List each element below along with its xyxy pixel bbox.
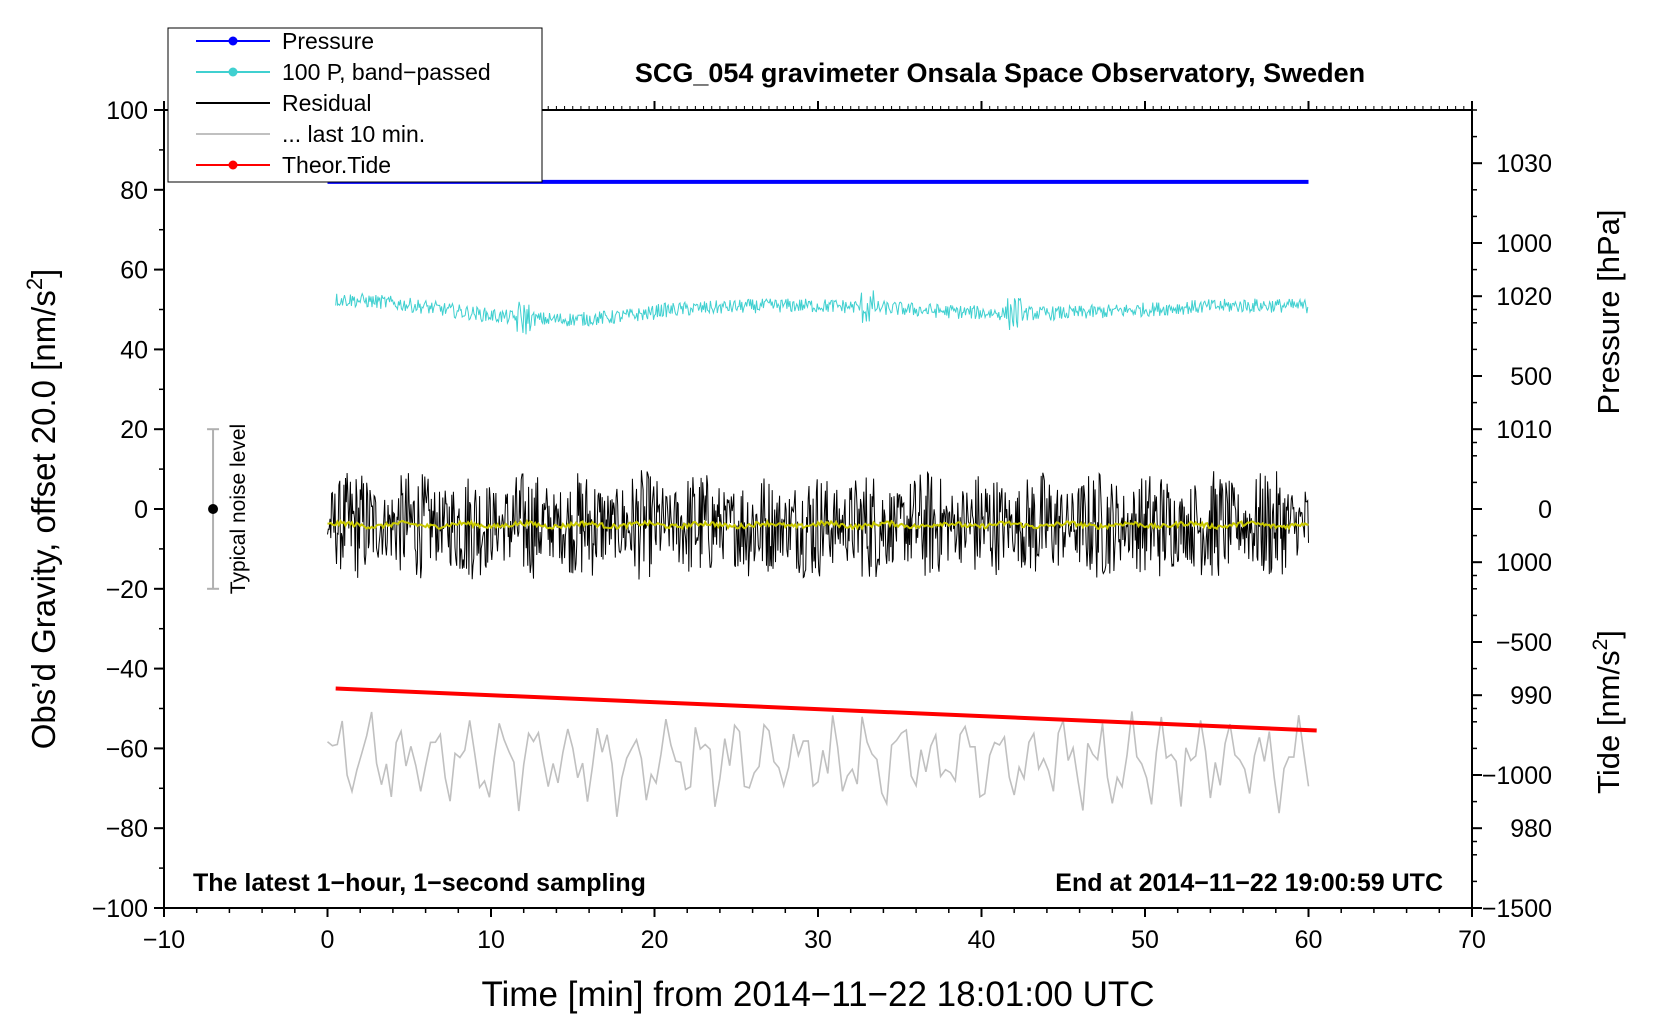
x-tick-label: 20 [641, 926, 669, 954]
series-residual-smoothed [327, 518, 1309, 531]
legend-marker [228, 67, 238, 77]
axis-ticks: −10 0 10 20 30 40 50 60 70100806040200−20−40−60−… [92, 97, 1552, 954]
y-tick-label: −100 [92, 895, 148, 923]
pressure-tick-label: 980 [1510, 815, 1552, 843]
x-axis-label: Time [min] from 2014−11−22 18:01:00 UTC [481, 975, 1154, 1014]
y-tick-label: 100 [106, 97, 148, 125]
y-axis-label-pressure: Pressure [hPa] [1591, 209, 1626, 414]
tide-tick-label: −500 [1496, 629, 1552, 657]
y-tick-label: 40 [120, 336, 148, 364]
annotation-sampling: The latest 1−hour, 1−second sampling [193, 869, 646, 897]
x-tick-label: 30 [804, 926, 832, 954]
legend-label: Pressure [282, 28, 374, 54]
legend-box [167, 27, 543, 183]
legend-marker [228, 36, 238, 46]
legend-label: Residual [282, 90, 372, 116]
y-axis-label-tide: Tide [nm/s2] [1589, 630, 1626, 794]
y-tick-label: −40 [106, 656, 148, 684]
pressure-tick-label: 1020 [1496, 283, 1552, 311]
x-tick-label: −10 [143, 926, 185, 954]
y-tick-label: 0 [134, 496, 148, 524]
series-residual [327, 470, 1309, 580]
y-axis-label-left: Obs’d Gravity, offset 20.0 [nm/s2] [22, 269, 62, 750]
y-tick-label: −20 [106, 576, 148, 604]
tide-tick-label: 1000 [1496, 230, 1552, 258]
tide-tick-label: 0 [1538, 496, 1552, 524]
series-last-10-min [327, 711, 1310, 817]
noise-label: Typical noise level [227, 424, 250, 594]
legend-label: 100 P, band−passed [282, 59, 491, 85]
pressure-tick-label: 990 [1510, 682, 1552, 710]
legend-label: ... last 10 min. [282, 121, 425, 147]
y-tick-label: 20 [120, 416, 148, 444]
legend: Pressure 100 P, band−passed Residual ... la… [167, 27, 543, 183]
y-tick-label: 80 [120, 177, 148, 205]
noise-indicator: Typical noise level [207, 424, 250, 594]
y-tick-label: −60 [106, 735, 148, 763]
annotation-end-time: End at 2014−11−22 19:00:59 UTC [1055, 869, 1443, 897]
pressure-tick-label: 1030 [1496, 150, 1552, 178]
legend-label: Theor.Tide [282, 152, 391, 178]
x-tick-label: 40 [968, 926, 996, 954]
tide-tick-label: −1000 [1482, 762, 1552, 790]
pressure-tick-label: 1010 [1496, 416, 1552, 444]
data-series [327, 179, 1317, 817]
series-theor-tide [335, 686, 1317, 733]
x-tick-label: 70 [1458, 926, 1486, 954]
x-tick-label: 10 [477, 926, 505, 954]
series-band-passed-pressure [335, 290, 1309, 335]
x-tick-label: 60 [1295, 926, 1323, 954]
chart-title: SCG_054 gravimeter Onsala Space Observat… [635, 58, 1365, 88]
tide-tick-label: −1500 [1482, 895, 1552, 923]
legend-marker [228, 160, 238, 170]
pressure-tick-label: 1000 [1496, 549, 1552, 577]
y-tick-label: −80 [106, 815, 148, 843]
noise-center-dot [208, 504, 219, 514]
x-tick-label: 50 [1131, 926, 1159, 954]
x-tick-label: 0 [321, 926, 335, 954]
y-tick-label: 60 [120, 257, 148, 285]
tide-tick-label: 500 [1510, 363, 1552, 391]
